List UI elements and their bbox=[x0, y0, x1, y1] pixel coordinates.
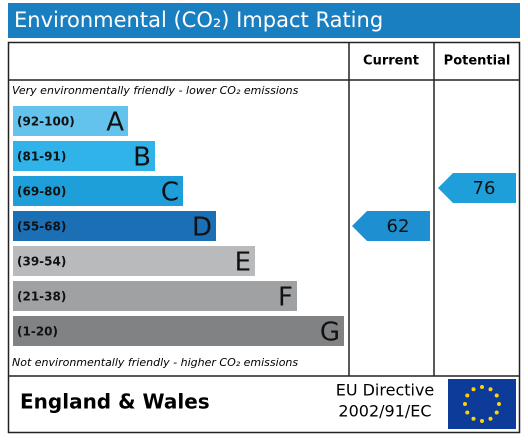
star bbox=[463, 402, 467, 406]
band-letter: G bbox=[320, 318, 340, 348]
rating-arrow bbox=[352, 211, 430, 241]
star bbox=[488, 416, 493, 421]
band-letter: B bbox=[133, 143, 151, 173]
directive: 2002/91/EC bbox=[338, 402, 431, 421]
rating-arrow bbox=[438, 173, 516, 203]
star bbox=[480, 385, 484, 389]
band-range: (21-38) bbox=[17, 290, 66, 304]
band-range: (81-91) bbox=[17, 150, 66, 164]
star bbox=[494, 410, 499, 415]
star bbox=[497, 402, 501, 406]
band-letter: C bbox=[161, 178, 179, 208]
bottom-note: Not environmentally friendly - higher CO… bbox=[12, 356, 298, 369]
band-range: (69-80) bbox=[17, 185, 66, 199]
star bbox=[465, 410, 470, 415]
star bbox=[480, 419, 484, 423]
rating-value: 76 bbox=[473, 178, 496, 199]
chart-title: Environmental (CO₂) Impact Rating bbox=[14, 8, 383, 32]
star bbox=[488, 387, 493, 392]
star bbox=[494, 393, 499, 398]
top-note: Very environmentally friendly - lower CO… bbox=[12, 84, 299, 97]
band-letter: A bbox=[106, 108, 124, 138]
rating-band bbox=[13, 281, 297, 311]
rating-value: 62 bbox=[387, 216, 410, 237]
star bbox=[465, 393, 470, 398]
frame bbox=[7, 41, 521, 434]
title-bar bbox=[8, 3, 520, 38]
band-range: (39-54) bbox=[17, 255, 66, 269]
rating-band bbox=[13, 176, 183, 206]
band-range: (1-20) bbox=[17, 325, 58, 339]
band-range: (55-68) bbox=[17, 220, 66, 234]
band-letter: F bbox=[278, 283, 293, 313]
directive: EU Directive bbox=[336, 381, 435, 400]
rating-band bbox=[13, 316, 344, 346]
rating-band bbox=[13, 106, 128, 136]
star bbox=[471, 387, 476, 392]
region: England & Wales bbox=[20, 390, 210, 414]
column-header: Potential bbox=[444, 54, 511, 69]
rating-band bbox=[13, 246, 255, 276]
column-header: Current bbox=[363, 54, 419, 69]
star bbox=[471, 416, 476, 421]
eu-stars bbox=[463, 385, 501, 423]
band-range: (92-100) bbox=[17, 115, 75, 129]
band-letter: E bbox=[235, 248, 251, 278]
band-letter: D bbox=[192, 213, 212, 243]
rating-band bbox=[13, 211, 216, 241]
rating-band bbox=[13, 141, 155, 171]
